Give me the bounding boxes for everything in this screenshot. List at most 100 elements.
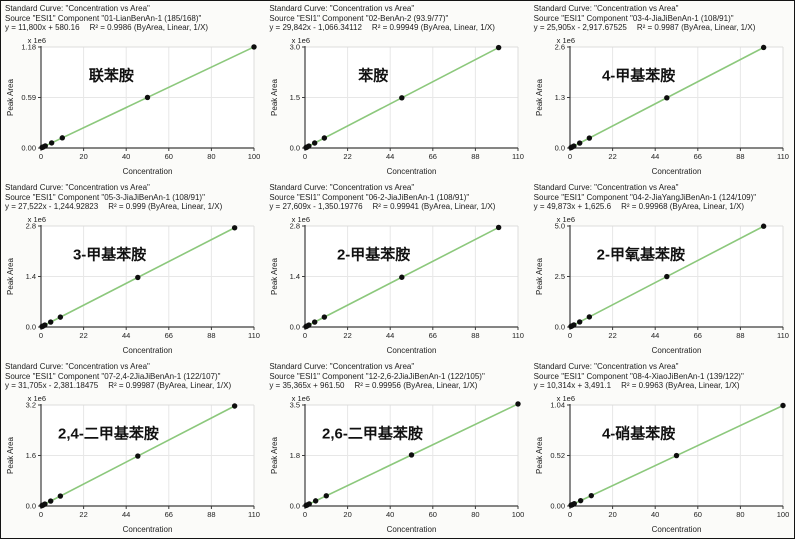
x-tick-label: 88 [207, 510, 215, 519]
data-point[interactable] [399, 94, 405, 101]
curve-plot[interactable]: 0 20 40 60 80 100 0.0 1.8 3.5 x 1e6 Peak Area Conce… [269, 392, 528, 536]
data-point[interactable] [588, 492, 594, 499]
curve-fit-stats: R² = 0.9986 (ByArea, Linear, 1/X) [89, 23, 209, 33]
data-point[interactable] [496, 224, 502, 230]
data-point[interactable] [321, 314, 328, 320]
data-point[interactable] [42, 143, 48, 149]
curve-equation-line: y = 11,800x + 580.16 R² = 0.9986 (ByArea,… [5, 23, 264, 33]
curve-source: Source "ESI1" Component "07-2,4-2JiaJiBe… [5, 371, 221, 381]
standard-curve-panel-benan: Standard Curve: "Concentration vs Area" … [265, 1, 529, 180]
standard-curve-chart: 0 20 40 60 80 100 0.00 0.59 1.18x 1e6 Peak Area Co… [6, 36, 261, 176]
compound-name-label: 4-甲基苯胺 [602, 66, 675, 84]
x-tick-label: 22 [79, 510, 87, 519]
data-point[interactable] [570, 143, 577, 149]
x-tick-label: 88 [472, 331, 480, 340]
data-point[interactable] [673, 452, 679, 459]
data-point[interactable] [399, 274, 405, 280]
data-point[interactable] [48, 139, 55, 146]
data-point[interactable] [312, 140, 318, 146]
curve-plot[interactable]: 0 22 44 66 88 110 0.0 1.4 2.8 x 1e6 Peak Area Conce… [269, 213, 528, 357]
standard-curve-chart: 0 22 44 66 88 110 0.0 1.6 3.2x 1e6 Peak Area Conce… [6, 394, 260, 534]
curve-plot[interactable]: 0 22 44 66 88 110 0.0 1.4 2.8 x 1e6 Peak Area Conce… [5, 213, 264, 357]
x-tick-label: 44 [651, 331, 659, 340]
data-point[interactable] [144, 94, 151, 100]
data-point[interactable] [576, 140, 583, 146]
curve-fit-stats: R² = 0.9963 (ByArea, Linear, 1/X) [621, 381, 740, 391]
data-point[interactable] [135, 453, 141, 459]
y-tick-label: 1.6 [26, 451, 36, 460]
curve-plot[interactable]: 0 22 44 66 88 110 0.0 1.6 3.2 x 1e6 Peak Area Conce… [5, 392, 264, 536]
data-point[interactable] [135, 274, 141, 280]
x-tick-label: 110 [777, 331, 789, 340]
data-point[interactable] [323, 492, 330, 499]
data-point[interactable] [57, 493, 64, 499]
curve-equation: y = 49,873x + 1,625.6 [533, 202, 612, 212]
y-axis-title: Peak Area [270, 436, 279, 473]
data-point[interactable] [663, 94, 670, 101]
data-point[interactable] [231, 224, 238, 231]
curve-equation: y = 11,800x + 580.16 [5, 23, 80, 33]
data-point[interactable] [57, 314, 64, 320]
y-tick-label: 3.2 [26, 400, 36, 409]
data-point[interactable] [42, 322, 48, 328]
curve-equation: y = 35,365x + 961.50 [269, 381, 345, 391]
x-tick-label: 0 [39, 152, 43, 161]
data-point[interactable] [663, 273, 670, 280]
standard-curve-chart: 0 22 44 66 88 110 0.0 1.5 3.0x 1e6 Peak Area Conce… [270, 36, 524, 176]
data-point[interactable] [496, 44, 502, 51]
data-point[interactable] [576, 319, 583, 325]
data-point[interactable] [779, 402, 786, 408]
data-point[interactable] [47, 498, 54, 504]
x-tick-label: 0 [303, 331, 307, 340]
curve-title: Standard Curve: "Concentration vs Area" [269, 183, 415, 192]
x-tick-label: 100 [512, 510, 525, 519]
curve-equation-line: y = 31,705x - 2,381.18475 R² = 0.99987 (B… [5, 381, 264, 391]
data-point[interactable] [306, 322, 312, 328]
x-tick-label: 0 [39, 510, 43, 519]
data-point[interactable] [760, 44, 766, 50]
curve-plot[interactable]: 0 22 44 66 88 110 0.0 2.5 5.0 x 1e6 Peak Area Conce… [534, 213, 793, 357]
data-point[interactable] [760, 223, 766, 229]
x-tick-label: 88 [736, 331, 744, 340]
data-point[interactable] [59, 134, 65, 141]
data-point[interactable] [312, 319, 318, 325]
data-point[interactable] [409, 452, 415, 458]
data-point[interactable] [571, 500, 577, 507]
y-axis-scale-label: x 1e6 [556, 36, 574, 45]
x-tick-label: 20 [344, 510, 352, 519]
y-axis-scale-label: x 1e6 [556, 215, 574, 224]
standard-curve-panel-lianbenan: Standard Curve: "Concentration vs Area" … [1, 1, 265, 180]
curve-equation-line: y = 49,873x + 1,625.6 R² = 0.99968 (ByAre… [534, 202, 793, 212]
data-point[interactable] [306, 501, 313, 507]
curve-plot[interactable]: 0 22 44 66 88 110 0.0 1.5 3.0 x 1e6 Peak Area Conce… [269, 34, 528, 178]
data-point[interactable] [515, 401, 522, 407]
standard-curve-panel-2-jiayangjibenan: Standard Curve: "Concentration vs Area" … [530, 180, 794, 359]
data-point[interactable] [586, 135, 592, 141]
data-point[interactable] [577, 497, 584, 504]
curve-equation: y = 29,842x - 1,066.34112 [269, 23, 362, 33]
data-point[interactable] [42, 501, 48, 507]
y-axis-scale-label: x 1e6 [292, 394, 310, 403]
data-point[interactable] [313, 497, 319, 504]
x-tick-label: 0 [39, 331, 43, 340]
x-tick-label: 100 [248, 152, 261, 161]
data-point[interactable] [251, 44, 257, 50]
y-axis-title: Peak Area [6, 257, 15, 294]
curve-plot[interactable]: 0 20 40 60 80 100 0.00 0.52 1.04 x 1e6 Peak Area Co… [534, 392, 793, 536]
data-point[interactable] [47, 319, 54, 325]
data-point[interactable] [586, 313, 592, 320]
curve-plot[interactable]: 0 22 44 66 88 110 0.0 1.3 2.6 x 1e6 Peak Area Conce… [534, 34, 793, 178]
curve-title: Standard Curve: "Concentration vs Area" [533, 362, 679, 371]
curve-plot[interactable]: 0 20 40 60 80 100 0.00 0.59 1.18 x 1e6 Peak Area Co… [5, 34, 264, 178]
x-axis-title: Concentration [387, 346, 437, 355]
standard-curve-chart: 0 22 44 66 88 110 0.0 1.3 2.6x 1e6 Peak Area Conce… [535, 36, 789, 176]
x-tick-label: 20 [608, 510, 616, 519]
data-point[interactable] [306, 143, 312, 149]
x-tick-label: 88 [207, 331, 215, 340]
curve-equation-line: y = 35,365x + 961.50 R² = 0.99956 (ByArea… [269, 381, 528, 391]
data-point[interactable] [570, 322, 577, 328]
curve-source: Source "ESI1" Component "06-2-JiaJiBenAn… [269, 192, 470, 202]
x-tick-label: 110 [777, 152, 789, 161]
data-point[interactable] [321, 135, 328, 141]
data-point[interactable] [231, 403, 238, 409]
